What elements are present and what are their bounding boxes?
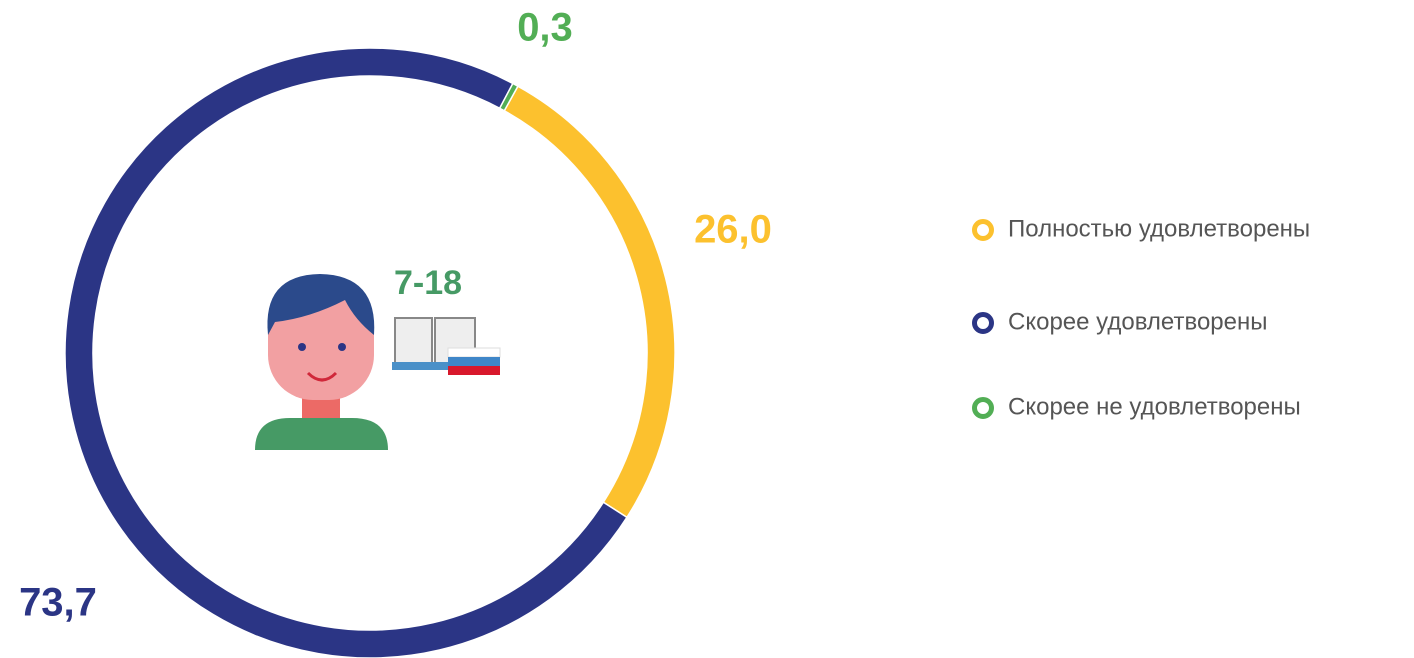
legend-label: Полностью удовлетворены xyxy=(1008,215,1310,242)
page: 7-18 26,0 73,7 0,3 Полностью удовлетворены С… xyxy=(0,0,1414,658)
legend-marker xyxy=(975,222,992,239)
center-label: 7-18 xyxy=(394,264,462,302)
chart: 7-18 26,0 73,7 0,3 Полностью удовлетворены С… xyxy=(0,0,1414,658)
donut-segment xyxy=(504,86,675,517)
legend-marker xyxy=(975,400,992,417)
legend-label: Скорее не удовлетворены xyxy=(1008,393,1301,420)
legend-marker xyxy=(975,315,992,332)
value-label: 26,0 xyxy=(694,208,772,252)
value-label: 0,3 xyxy=(517,6,573,50)
legend-label: Скорее удовлетворены xyxy=(1008,308,1268,335)
value-label: 73,7 xyxy=(19,581,97,625)
center-icon xyxy=(255,274,500,450)
